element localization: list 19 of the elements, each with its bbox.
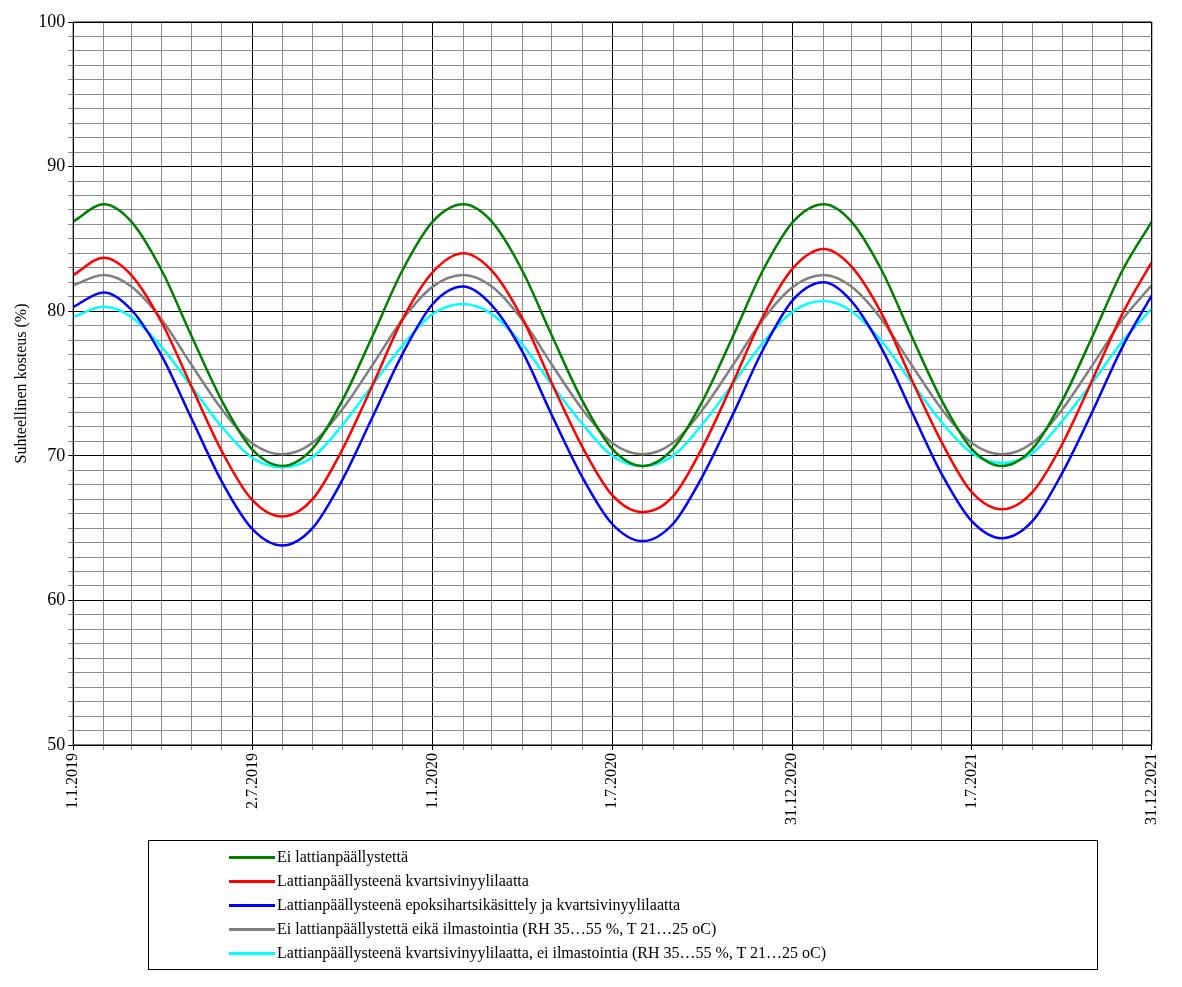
legend-label: Lattianpäällysteenä epoksihartsikäsittely ja kvartsivinyylilaatta (277, 896, 680, 914)
x-tick-label: 1.1.2019 (63, 753, 81, 809)
y-tick-label: 60 (47, 589, 66, 610)
y-tick-label: 90 (47, 155, 66, 176)
x-tick-label: 31.12.2020 (782, 753, 800, 825)
legend-label: Ei lattianpäällystettä (277, 848, 409, 866)
x-tick-label: 1.7.2021 (961, 753, 979, 809)
legend-label: Lattianpäällysteenä kvartsivinyylilaatta, ei ilmastointia (RH 35…55 %, T 21…25 oC) (277, 944, 827, 962)
y-tick-label: 50 (47, 733, 66, 754)
x-tick-label: 1.1.2020 (422, 753, 440, 809)
legend-label: Ei lattianpäällystettä eikä ilmastointia (RH 35…55 %, T 21…25 oC) (277, 920, 717, 938)
y-axis-title: Suhteellinen kosteus (%) (11, 303, 30, 464)
y-tick-label: 70 (47, 444, 66, 465)
x-tick-label: 1.7.2020 (602, 753, 620, 809)
legend-label: Lattianpäällysteenä kvartsivinyylilaatta (277, 872, 529, 890)
x-tick-label: 31.12.2021 (1142, 753, 1159, 825)
x-tick-label: 2.7.2019 (242, 753, 260, 809)
y-tick-label: 100 (38, 10, 66, 31)
y-tick-label: 80 (47, 299, 66, 320)
